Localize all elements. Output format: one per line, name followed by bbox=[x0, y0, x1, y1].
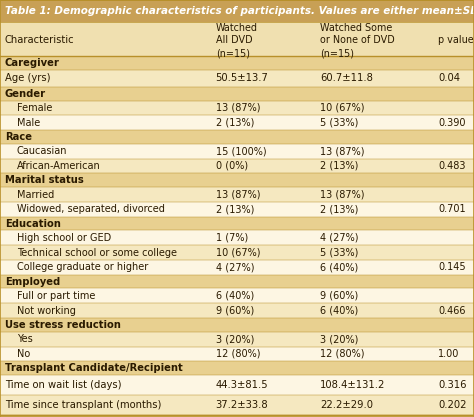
Text: 0.390: 0.390 bbox=[438, 118, 466, 128]
Text: No: No bbox=[17, 349, 30, 359]
Text: 5 (33%): 5 (33%) bbox=[320, 118, 358, 128]
Text: Widowed, separated, divorced: Widowed, separated, divorced bbox=[17, 204, 164, 214]
Text: 5 (33%): 5 (33%) bbox=[320, 248, 358, 258]
Text: Yes: Yes bbox=[17, 334, 32, 344]
Text: 37.2±33.8: 37.2±33.8 bbox=[216, 400, 268, 410]
Text: 6 (40%): 6 (40%) bbox=[320, 262, 358, 272]
Text: 10 (67%): 10 (67%) bbox=[216, 248, 260, 258]
Text: Not working: Not working bbox=[17, 306, 75, 316]
Text: Transplant Candidate/Recipient: Transplant Candidate/Recipient bbox=[5, 363, 182, 373]
FancyBboxPatch shape bbox=[0, 275, 474, 289]
Text: Watched Some
or None of DVD
(n=15): Watched Some or None of DVD (n=15) bbox=[320, 23, 395, 58]
Text: 2 (13%): 2 (13%) bbox=[216, 118, 254, 128]
FancyBboxPatch shape bbox=[0, 347, 474, 361]
FancyBboxPatch shape bbox=[0, 130, 474, 144]
Text: 0.466: 0.466 bbox=[438, 306, 466, 316]
Text: 0.316: 0.316 bbox=[438, 380, 467, 390]
Text: 15 (100%): 15 (100%) bbox=[216, 146, 266, 156]
Text: 6 (40%): 6 (40%) bbox=[320, 306, 358, 316]
FancyBboxPatch shape bbox=[0, 158, 474, 173]
Text: 0.04: 0.04 bbox=[438, 73, 460, 83]
Text: 12 (80%): 12 (80%) bbox=[216, 349, 260, 359]
Text: 13 (87%): 13 (87%) bbox=[216, 189, 260, 199]
FancyBboxPatch shape bbox=[0, 332, 474, 347]
Text: 4 (27%): 4 (27%) bbox=[320, 233, 358, 243]
Text: Caucasian: Caucasian bbox=[17, 146, 67, 156]
Text: Use stress reduction: Use stress reduction bbox=[5, 320, 120, 330]
FancyBboxPatch shape bbox=[0, 395, 474, 415]
Text: 3 (20%): 3 (20%) bbox=[320, 334, 358, 344]
Text: 0.145: 0.145 bbox=[438, 262, 466, 272]
Text: Technical school or some college: Technical school or some college bbox=[17, 248, 177, 258]
FancyBboxPatch shape bbox=[0, 173, 474, 187]
Text: 1.00: 1.00 bbox=[438, 349, 460, 359]
Text: Male: Male bbox=[17, 118, 40, 128]
Text: Married: Married bbox=[17, 189, 54, 199]
Text: Female: Female bbox=[17, 103, 52, 113]
FancyBboxPatch shape bbox=[0, 144, 474, 158]
FancyBboxPatch shape bbox=[0, 260, 474, 275]
Text: p value: p value bbox=[438, 35, 474, 45]
FancyBboxPatch shape bbox=[0, 375, 474, 395]
FancyBboxPatch shape bbox=[0, 361, 474, 375]
FancyBboxPatch shape bbox=[0, 56, 474, 70]
FancyBboxPatch shape bbox=[0, 187, 474, 202]
Text: Gender: Gender bbox=[5, 89, 46, 99]
FancyBboxPatch shape bbox=[0, 245, 474, 260]
FancyBboxPatch shape bbox=[0, 87, 474, 100]
Text: 9 (60%): 9 (60%) bbox=[216, 306, 254, 316]
Text: 6 (40%): 6 (40%) bbox=[216, 291, 254, 301]
Text: 3 (20%): 3 (20%) bbox=[216, 334, 254, 344]
FancyBboxPatch shape bbox=[0, 202, 474, 217]
Text: 0.483: 0.483 bbox=[438, 161, 466, 171]
Text: 4 (27%): 4 (27%) bbox=[216, 262, 254, 272]
FancyBboxPatch shape bbox=[0, 100, 474, 116]
Text: Education: Education bbox=[5, 219, 61, 229]
Text: 2 (13%): 2 (13%) bbox=[320, 204, 358, 214]
Text: 108.4±131.2: 108.4±131.2 bbox=[320, 380, 385, 390]
Text: 44.3±81.5: 44.3±81.5 bbox=[216, 380, 268, 390]
Text: Time since transplant (months): Time since transplant (months) bbox=[5, 400, 161, 410]
Text: 22.2±29.0: 22.2±29.0 bbox=[320, 400, 373, 410]
Text: 9 (60%): 9 (60%) bbox=[320, 291, 358, 301]
Text: Time on wait list (days): Time on wait list (days) bbox=[5, 380, 121, 390]
FancyBboxPatch shape bbox=[0, 116, 474, 130]
Text: 0 (0%): 0 (0%) bbox=[216, 161, 248, 171]
FancyBboxPatch shape bbox=[0, 70, 474, 87]
Text: Caregiver: Caregiver bbox=[5, 58, 60, 68]
Text: Race: Race bbox=[5, 132, 32, 142]
Text: 1 (7%): 1 (7%) bbox=[216, 233, 248, 243]
FancyBboxPatch shape bbox=[0, 303, 474, 318]
Text: 10 (67%): 10 (67%) bbox=[320, 103, 365, 113]
FancyBboxPatch shape bbox=[0, 0, 474, 22]
Text: 2 (13%): 2 (13%) bbox=[320, 161, 358, 171]
Text: 60.7±11.8: 60.7±11.8 bbox=[320, 73, 373, 83]
Text: Age (yrs): Age (yrs) bbox=[5, 73, 50, 83]
Text: 0.202: 0.202 bbox=[438, 400, 467, 410]
FancyBboxPatch shape bbox=[0, 318, 474, 332]
FancyBboxPatch shape bbox=[0, 217, 474, 231]
FancyBboxPatch shape bbox=[0, 231, 474, 245]
FancyBboxPatch shape bbox=[0, 289, 474, 303]
Text: College graduate or higher: College graduate or higher bbox=[17, 262, 148, 272]
Text: 13 (87%): 13 (87%) bbox=[216, 103, 260, 113]
Text: Marital status: Marital status bbox=[5, 175, 83, 185]
Text: Watched
All DVD
(n=15): Watched All DVD (n=15) bbox=[216, 23, 258, 58]
Text: 13 (87%): 13 (87%) bbox=[320, 146, 365, 156]
Text: Characteristic: Characteristic bbox=[5, 35, 74, 45]
Text: 0.701: 0.701 bbox=[438, 204, 466, 214]
Text: 12 (80%): 12 (80%) bbox=[320, 349, 365, 359]
Text: African-American: African-American bbox=[17, 161, 100, 171]
Text: 2 (13%): 2 (13%) bbox=[216, 204, 254, 214]
Text: 50.5±13.7: 50.5±13.7 bbox=[216, 73, 269, 83]
Text: 13 (87%): 13 (87%) bbox=[320, 189, 365, 199]
Text: High school or GED: High school or GED bbox=[17, 233, 111, 243]
Text: Table 1: Demographic characteristics of participants. Values are either mean±SD : Table 1: Demographic characteristics of … bbox=[5, 6, 474, 16]
Text: Employed: Employed bbox=[5, 276, 60, 286]
Text: Full or part time: Full or part time bbox=[17, 291, 95, 301]
FancyBboxPatch shape bbox=[0, 22, 474, 56]
